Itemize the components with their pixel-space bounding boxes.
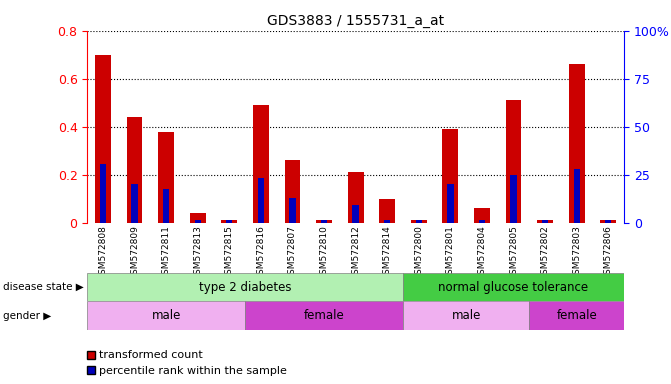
Text: normal glucose tolerance: normal glucose tolerance xyxy=(438,281,588,293)
Bar xyxy=(569,65,584,223)
Text: type 2 diabetes: type 2 diabetes xyxy=(199,281,291,293)
Bar xyxy=(574,169,580,223)
Bar xyxy=(95,55,111,223)
Bar xyxy=(411,220,427,223)
Bar xyxy=(127,117,142,223)
Bar xyxy=(506,100,521,223)
Bar xyxy=(221,220,238,223)
Bar xyxy=(542,220,548,223)
Text: male: male xyxy=(152,310,181,322)
Text: disease state ▶: disease state ▶ xyxy=(3,282,84,292)
Bar xyxy=(384,220,391,223)
Bar xyxy=(348,172,364,223)
Bar xyxy=(415,220,422,223)
FancyBboxPatch shape xyxy=(403,301,529,330)
FancyBboxPatch shape xyxy=(403,273,624,301)
Title: GDS3883 / 1555731_a_at: GDS3883 / 1555731_a_at xyxy=(267,14,444,28)
FancyBboxPatch shape xyxy=(87,273,403,301)
Bar xyxy=(447,184,454,223)
Text: percentile rank within the sample: percentile rank within the sample xyxy=(99,366,287,376)
Bar xyxy=(253,105,269,223)
Bar xyxy=(100,164,106,223)
Bar xyxy=(479,220,485,223)
Bar xyxy=(158,131,174,223)
Bar xyxy=(352,205,359,223)
Bar xyxy=(190,213,205,223)
Bar xyxy=(321,220,327,223)
FancyBboxPatch shape xyxy=(245,301,403,330)
Bar xyxy=(442,129,458,223)
Text: transformed count: transformed count xyxy=(99,350,203,360)
Bar xyxy=(316,220,332,223)
Bar xyxy=(195,220,201,223)
Bar xyxy=(163,189,169,223)
Bar xyxy=(474,208,490,223)
Text: male: male xyxy=(452,310,481,322)
Bar xyxy=(226,220,232,223)
Bar xyxy=(511,175,517,223)
Text: gender ▶: gender ▶ xyxy=(3,311,52,321)
Bar xyxy=(132,184,138,223)
Bar xyxy=(605,220,611,223)
Bar xyxy=(379,199,395,223)
FancyBboxPatch shape xyxy=(529,301,624,330)
Bar xyxy=(258,178,264,223)
FancyBboxPatch shape xyxy=(87,301,245,330)
Text: female: female xyxy=(304,310,344,322)
Bar xyxy=(537,220,553,223)
Bar xyxy=(289,197,296,223)
Bar xyxy=(285,161,301,223)
Text: female: female xyxy=(556,310,597,322)
Bar xyxy=(601,220,616,223)
